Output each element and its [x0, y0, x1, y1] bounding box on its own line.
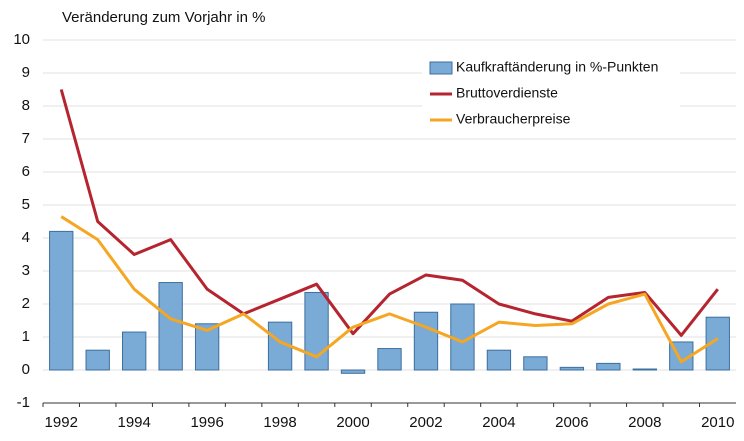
bar: [340, 369, 366, 374]
y-tick-label: 0: [22, 361, 30, 378]
y-tick-label: 2: [22, 295, 30, 312]
line: [59, 89, 719, 337]
bar: [632, 368, 657, 371]
bar: [486, 349, 512, 371]
bar: [158, 282, 183, 371]
bar: [304, 291, 329, 371]
x-tick-label: 2006: [555, 414, 588, 431]
y-tick-label: 10: [13, 31, 30, 48]
y-tick-label: -1: [17, 394, 30, 411]
x-tick-label: 2008: [628, 414, 661, 431]
bar: [122, 331, 147, 371]
bar: [85, 349, 110, 371]
legend-box: [422, 54, 680, 134]
x-tick-label: 2000: [336, 414, 369, 431]
y-tick-label: 5: [22, 196, 30, 213]
line: [60, 215, 719, 364]
y-tick-label: 7: [22, 130, 30, 147]
y-tick-label: 6: [22, 163, 30, 180]
x-tick-label: 1992: [45, 414, 78, 431]
legend-label: Verbraucherpreise: [456, 111, 571, 127]
y-tick-label: 3: [22, 262, 30, 279]
bar: [377, 348, 402, 371]
chart-title: Veränderung zum Vorjahr in %: [62, 9, 265, 26]
x-tick-label: 2002: [409, 414, 442, 431]
legend-label: Kaufkraftänderung in %-Punkten: [456, 59, 658, 75]
y-tick-label: 8: [22, 97, 30, 114]
y-tick-label: 1: [22, 328, 30, 345]
bar: [49, 230, 74, 371]
bar: [523, 356, 548, 371]
bar: [413, 311, 439, 371]
bar: [559, 366, 585, 371]
bar: [705, 316, 730, 371]
bar: [194, 323, 220, 371]
legend-label: Bruttoverdienste: [456, 85, 558, 101]
x-tick-label: 1998: [263, 414, 296, 431]
x-tick-label: 1994: [117, 414, 150, 431]
legend-swatch: [429, 61, 453, 75]
bar: [596, 362, 621, 371]
y-tick-label: 4: [22, 229, 30, 246]
x-tick-label: 2004: [482, 414, 515, 431]
x-tick-label: 2010: [701, 414, 734, 431]
x-tick-label: 1996: [190, 414, 223, 431]
y-tick-label: 9: [22, 64, 30, 81]
